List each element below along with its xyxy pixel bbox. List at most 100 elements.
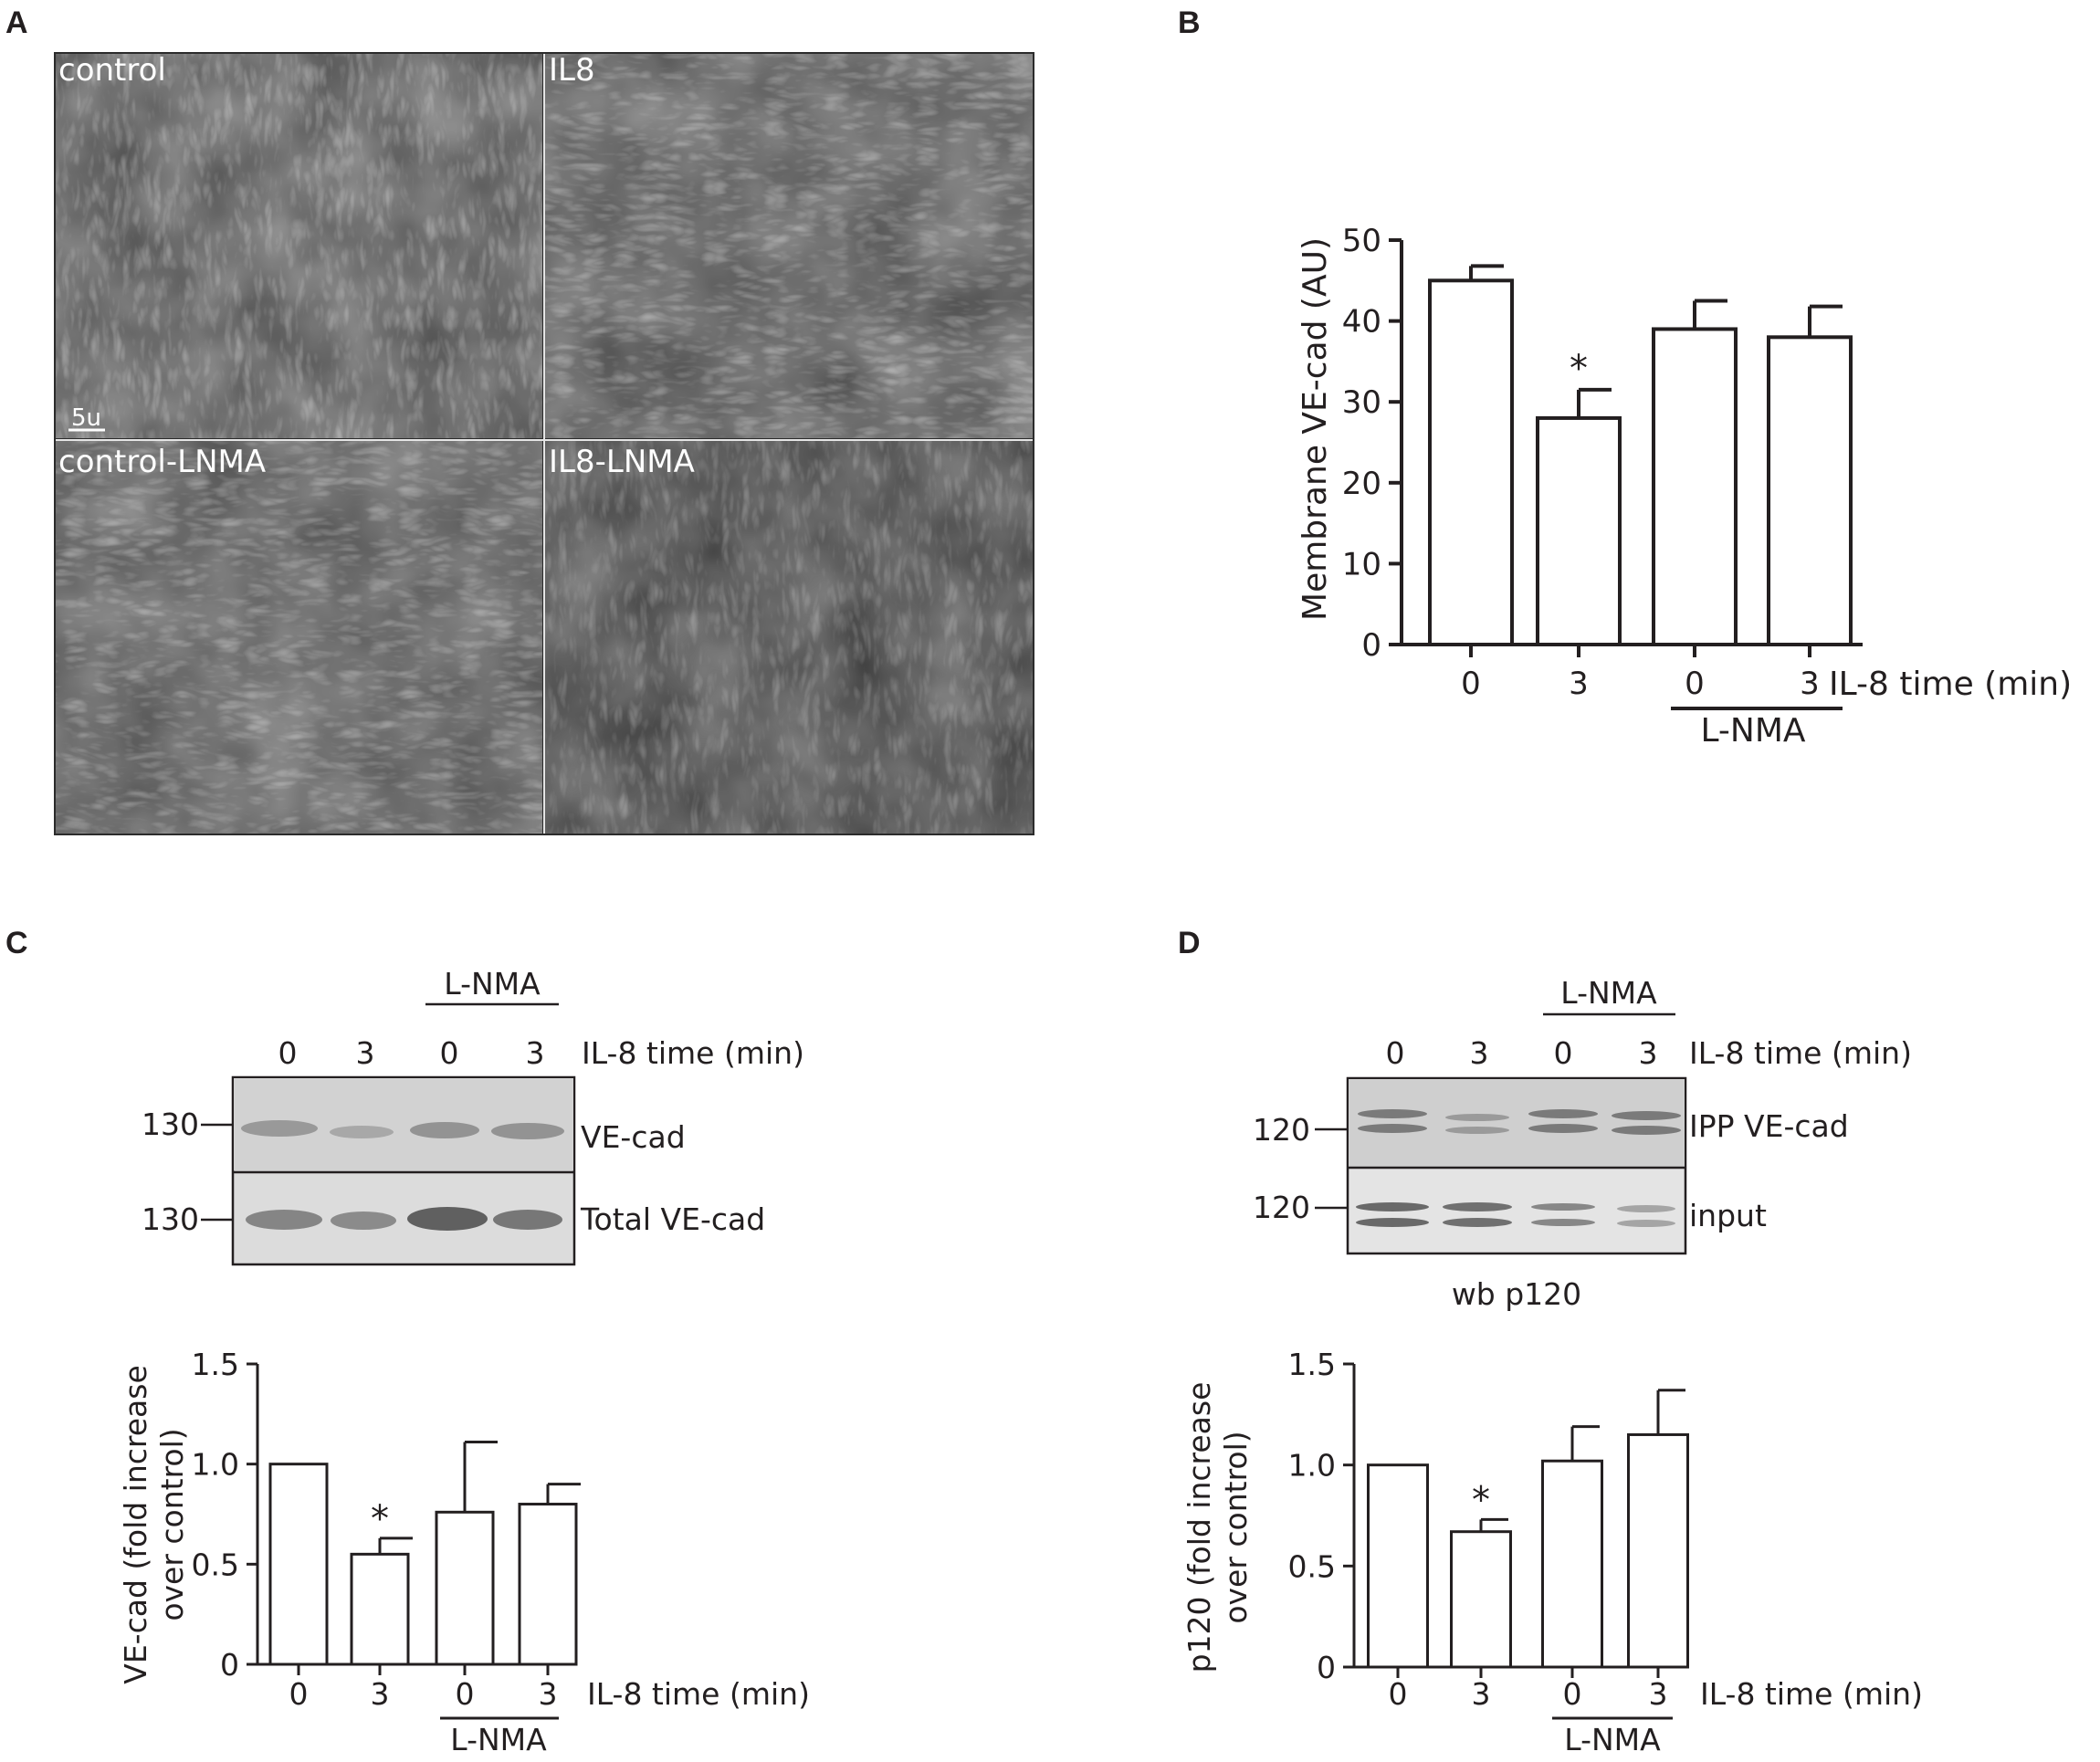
x-tick-label: 0 [1389, 1676, 1408, 1712]
blot-band [330, 1126, 394, 1138]
y-tick-label: 0 [1317, 1650, 1336, 1685]
blot-marker: 120 [1253, 1112, 1310, 1148]
blot-band [1358, 1109, 1427, 1118]
y-tick-label: 0.5 [1288, 1548, 1336, 1584]
blot-band [1358, 1124, 1427, 1133]
chart-c: VE-cad (fold increase over control) IL-8… [118, 1347, 810, 1757]
micrograph-control: control 5u [56, 52, 542, 438]
blot-band [1612, 1126, 1681, 1135]
blot-band [1617, 1220, 1675, 1227]
blot-band [1356, 1218, 1429, 1227]
bar [1428, 278, 1514, 646]
blot-band [1531, 1203, 1595, 1211]
y-axis-label: Membrane VE-cad (AU) [1297, 237, 1334, 621]
x-axis-label: IL-8 time (min) [1829, 666, 2072, 703]
lane-label: 3 [356, 1035, 375, 1071]
blot-band-row-ipp-ve-cad [1358, 1109, 1681, 1135]
y-tick-label: 0.5 [192, 1547, 239, 1582]
blot-row-label: VE-cad [581, 1119, 686, 1155]
y-tick-label: 0 [220, 1647, 239, 1683]
blot-marker: 130 [142, 1106, 199, 1142]
blot-band [1528, 1124, 1598, 1133]
blot-band [1445, 1127, 1509, 1134]
panel-d-label: D [1178, 926, 1201, 960]
x-tick-label: 3 [1472, 1676, 1491, 1712]
micrograph-label: IL8 [549, 52, 595, 89]
bar [1652, 327, 1738, 646]
group-label: L-NMA [450, 1722, 547, 1757]
blot-band [1443, 1218, 1512, 1227]
blot-group-label: L-NMA [444, 966, 541, 1002]
y-tick-label: 0 [1361, 627, 1381, 664]
blot-row-label: input [1689, 1198, 1767, 1233]
y-tick-label: 10 [1342, 546, 1381, 582]
y-axis-label: p120 (fold increase [1181, 1382, 1217, 1673]
bar [518, 1503, 578, 1666]
micrograph-il8: IL8 [545, 52, 1033, 438]
y-tick-label: 1.0 [192, 1447, 239, 1483]
micrograph-control-lnma: control-LNMA [56, 441, 542, 834]
panel-c-label: C [5, 926, 28, 960]
bar [1627, 1432, 1689, 1669]
blot-row-label: IPP VE-cad [1689, 1108, 1849, 1144]
x-tick-label: 0 [456, 1676, 475, 1712]
group-label: L-NMA [1700, 712, 1805, 750]
x-tick-label: 3 [1800, 666, 1820, 702]
x-tick-label: 0 [1685, 666, 1705, 702]
y-tick-label: 30 [1342, 384, 1381, 421]
micrograph-label: control-LNMA [58, 444, 266, 480]
blot-band [1445, 1114, 1509, 1121]
x-tick-label: 0 [289, 1676, 309, 1712]
micrograph-il8-lnma: IL8-LNMA [545, 441, 1033, 834]
group-label: L-NMA [1564, 1722, 1661, 1757]
y-tick-label: 1.5 [192, 1347, 239, 1382]
micrograph-label: control [58, 52, 166, 89]
blot-band [1356, 1202, 1429, 1211]
y-tick-label: 1.0 [1288, 1448, 1336, 1484]
lane-axis-label: IL-8 time (min) [1689, 1035, 1912, 1071]
blot-row-label: Total VE-cad [580, 1201, 765, 1237]
bar [1541, 1459, 1603, 1669]
x-axis-label: IL-8 time (min) [1700, 1676, 1923, 1712]
panel-b-label: B [1178, 5, 1201, 40]
x-tick-label: 3 [371, 1676, 390, 1712]
x-tick-label: 3 [1569, 666, 1589, 702]
bar [268, 1463, 329, 1666]
lane-label: 3 [526, 1035, 545, 1071]
blot-c: L-NMA 0 3 0 3 IL-8 time (min) 130 130 VE… [142, 966, 804, 1266]
y-tick-label: 1.5 [1288, 1347, 1336, 1382]
blot-band-row-input [1356, 1202, 1675, 1227]
blot-marker: 120 [1253, 1190, 1310, 1225]
y-tick-label: 50 [1342, 223, 1381, 259]
y-axis-label: over control) [154, 1428, 190, 1620]
bar [1536, 415, 1622, 647]
blot-footer: wb p120 [1452, 1276, 1581, 1312]
x-tick-label: 3 [1649, 1676, 1668, 1712]
blot-group-label: L-NMA [1560, 975, 1657, 1011]
blot-band [491, 1123, 564, 1139]
lane-label: 3 [1470, 1035, 1489, 1071]
bar [1450, 1530, 1512, 1669]
blot-band [1528, 1109, 1598, 1118]
blot-band-row-ve-cad [241, 1120, 564, 1139]
chart-d: p120 (fold increase over control) IL-8 t… [1181, 1347, 1923, 1757]
x-tick-label: 3 [539, 1676, 558, 1712]
significance-marker: * [371, 1498, 389, 1540]
bar [1767, 335, 1853, 646]
bar [435, 1510, 495, 1666]
blot-band [493, 1210, 562, 1230]
chart-b: Membrane VE-cad (AU) IL-8 time (min) L-N… [1297, 223, 2072, 750]
bar [350, 1552, 410, 1666]
blot-band [1617, 1205, 1675, 1212]
blot-band [410, 1122, 479, 1138]
blot-band [1612, 1111, 1681, 1120]
blot-band [407, 1207, 488, 1231]
panel-a-label: A [5, 5, 28, 40]
blot-band [246, 1210, 322, 1230]
micrograph-label: IL8-LNMA [549, 444, 695, 480]
blot-band [1443, 1202, 1512, 1211]
blot-band-row-total-ve-cad [246, 1207, 562, 1231]
y-tick-label: 20 [1342, 466, 1381, 502]
blot-band [1531, 1219, 1595, 1226]
